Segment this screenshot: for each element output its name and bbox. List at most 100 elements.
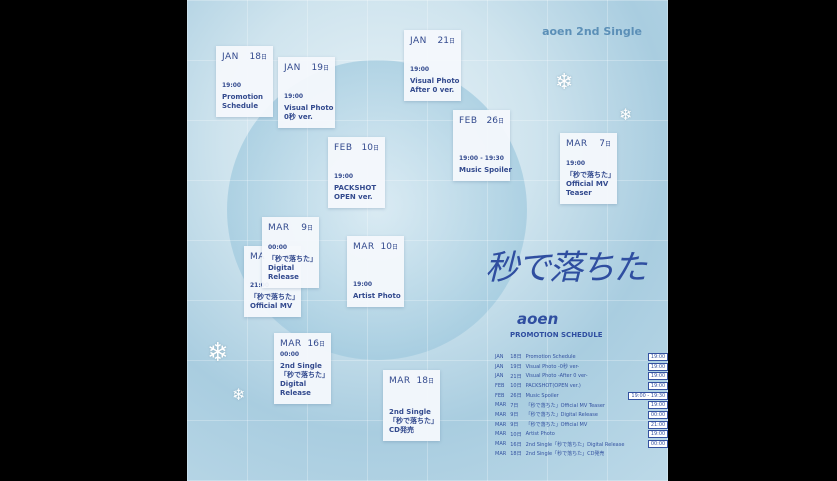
row-day: 18日 (510, 354, 522, 361)
schedule-card: JAN 18日 19:00 Promotion Schedule (216, 46, 273, 117)
schedule-row: FEB 10日 PACKSHOT(OPEN ver.) 19:00 (493, 381, 668, 391)
schedule-subtitle: PROMOTION SCHEDULE (510, 331, 603, 339)
card-month: MAR (566, 139, 588, 149)
card-event: Artist Photo (353, 292, 401, 300)
card-event: 2nd Single 「秒で落ちた」 Digital Release (280, 362, 329, 397)
card-month: MAR (389, 376, 411, 386)
artist-logo: aoen (517, 310, 559, 328)
row-time: 19:00 (647, 401, 668, 410)
schedule-card: MAR 10日 19:00 Artist Photo (347, 236, 404, 307)
schedule-row: MAR 18日 2nd Single「秒で落ちた」CD発売 (493, 449, 668, 459)
row-day: 7日 (510, 402, 519, 409)
card-event: Promotion Schedule (222, 93, 264, 110)
schedule-row: MAR 16日 2nd Single「秒で落ちた」Digital Release 00… (493, 439, 668, 449)
schedule-row: MAR 9日 「秒で落ちた」Digital Release 00:00 (493, 410, 668, 420)
card-month: JAN (410, 36, 427, 46)
card-month: MA (250, 252, 265, 262)
card-time: 19:00 - 19:30 (459, 155, 504, 162)
card-month: MAR (268, 223, 290, 233)
row-day: 18日 (510, 451, 522, 458)
schedule-row: MAR 10日 Artist Photo 19:00 (493, 430, 668, 440)
card-event: PACKSHOT OPEN ver. (334, 184, 377, 201)
card-event: Visual Photo After 0 ver. (410, 77, 460, 94)
row-time: 19:00 (647, 372, 668, 381)
row-event: Music Spoiler (525, 392, 559, 399)
schedule-card: MAR 18日 2nd Single 「秒で落ちた」 CD発売 (383, 370, 440, 441)
row-month: JAN (495, 363, 504, 370)
row-time: 00:00 (647, 440, 668, 449)
card-time: 19:00 (410, 66, 430, 73)
card-time: 19:00 (353, 281, 373, 288)
schedule-card: MAR 9日 00:00 「秒で落ちた」 Digital Release (262, 217, 319, 288)
card-event: 「秒で落ちた」 Digital Release (268, 255, 317, 281)
snowflake-icon: ❄ (207, 338, 229, 368)
row-month: MAR (495, 431, 507, 438)
row-day: 9日 (510, 422, 519, 429)
row-day: 19日 (510, 364, 522, 371)
card-day: 21日 (437, 36, 455, 46)
row-month: MAR (495, 421, 507, 428)
row-month: MAR (495, 411, 507, 418)
card-day: 18日 (249, 52, 267, 62)
card-day: 9日 (301, 223, 313, 233)
card-time: 19:00 (566, 160, 586, 167)
card-day: 16日 (307, 339, 325, 349)
row-time: 19:00 (647, 381, 668, 390)
row-month: FEB (495, 382, 505, 389)
row-time: 00:00 (647, 410, 668, 419)
snowflake-icon: ❄ (619, 105, 633, 124)
song-logo: 秒で落ちた (485, 248, 647, 288)
schedule-row: MAR 9日 「秒で落ちた」Official MV 21:00 (493, 420, 668, 430)
row-time: 19:00 - 19:30 (628, 391, 668, 400)
row-event: Visual Photo -After 0 ver- (525, 373, 588, 380)
card-time: 21:00 (250, 282, 270, 289)
card-month: FEB (459, 116, 478, 126)
row-time: 19:00 (647, 430, 668, 439)
card-event: Visual Photo 0秒 ver. (284, 104, 334, 121)
schedule-row: JAN 19日 Visual Photo -0秒 ver- 19:00 (493, 362, 668, 372)
card-time: 19:00 (334, 173, 354, 180)
card-time: 19:00 (284, 93, 304, 100)
row-event: 「秒で落ちた」Official MV Teaser (525, 402, 605, 409)
card-time: 00:00 (280, 351, 300, 358)
schedule-card: MAR 7日 19:00 「秒で落ちた」 Official MV Teaser (560, 133, 617, 204)
schedule-table: JAN 18日 Promotion Schedule 19:00 JAN 19日 Visua… (493, 352, 668, 459)
row-time: 21:00 (647, 420, 668, 429)
snowflake-icon: ❄ (232, 385, 246, 404)
row-day: 10日 (510, 383, 522, 390)
schedule-card: FEB 26日 19:00 - 19:30 Music Spoiler (453, 110, 512, 181)
row-event: Promotion Schedule (525, 353, 576, 360)
row-event: 「秒で落ちた」Digital Release (525, 412, 598, 419)
card-month: JAN (222, 52, 239, 62)
card-event: 「秒で落ちた」 Official MV Teaser (566, 171, 615, 197)
schedule-row: JAN 18日 Promotion Schedule 19:00 (493, 352, 668, 362)
card-month: FEB (334, 143, 353, 153)
single-title: aoen 2nd Single (542, 25, 642, 38)
card-day: 10日 (361, 143, 379, 153)
row-time: 19:00 (647, 352, 668, 361)
row-event: PACKSHOT(OPEN ver.) (525, 382, 581, 389)
card-month: MAR (353, 242, 375, 252)
row-month: MAR (495, 450, 507, 457)
row-event: 2nd Single「秒で落ちた」Digital Release (525, 441, 625, 448)
promotion-poster: ❄ ❄ ❄ ❄ aoen 2nd Single JAN 18日 19:00 Promo… (187, 0, 668, 481)
card-month: JAN (284, 63, 301, 73)
row-month: JAN (495, 353, 504, 360)
row-day: 16日 (510, 441, 522, 448)
schedule-row: JAN 21日 Visual Photo -After 0 ver- 19:00 (493, 371, 668, 381)
schedule-card: JAN 21日 19:00 Visual Photo After 0 ver. (404, 30, 461, 101)
card-day: 19日 (311, 63, 329, 73)
row-month: MAR (495, 441, 507, 448)
card-month: MAR (280, 339, 302, 349)
row-day: 9日 (510, 412, 519, 419)
schedule-row: FEB 26日 Music Spoiler 19:00 - 19:30 (493, 391, 668, 401)
row-month: MAR (495, 402, 507, 409)
card-day: 18日 (416, 376, 434, 386)
card-day: 26日 (486, 116, 504, 126)
row-event: Artist Photo (525, 431, 555, 438)
card-event: 2nd Single 「秒で落ちた」 CD発売 (389, 408, 438, 434)
card-time: 00:00 (268, 244, 288, 251)
row-event: 「秒で落ちた」Official MV (525, 422, 588, 429)
card-event: Music Spoiler (459, 166, 512, 174)
row-event: 2nd Single「秒で落ちた」CD発売 (525, 451, 605, 458)
